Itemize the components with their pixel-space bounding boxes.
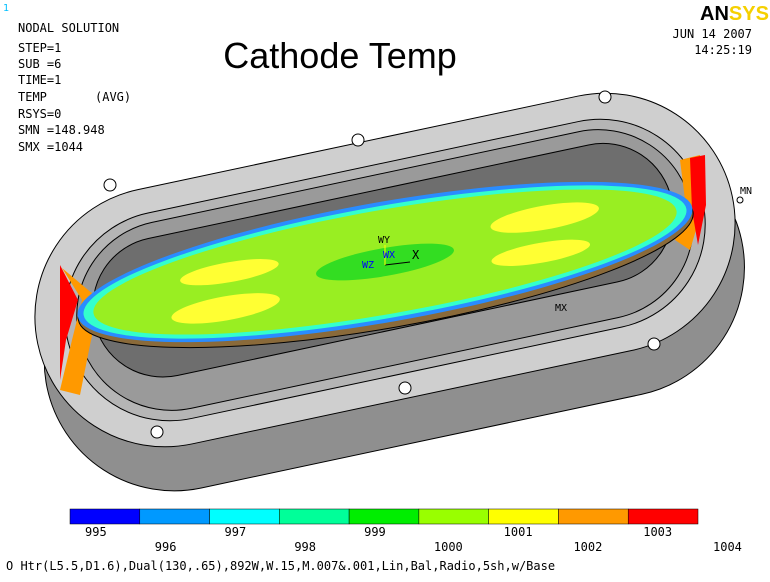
legend-label: 1000 [434,540,463,554]
logo-part: AN [700,3,729,25]
bolt [104,179,116,191]
legend-label: 999 [364,525,386,539]
info-line: SMX =1044 [18,140,83,154]
legend-label: 997 [225,525,247,539]
info-line: RSYS=0 [18,107,61,121]
info-line: STEP=1 [18,41,61,55]
legend-band [349,509,419,524]
time: 14:25:19 [694,43,752,57]
label: MN [740,186,752,197]
legend-band [419,509,489,524]
footer: O Htr(L5.5,D1.6),Dual(130,.65),892W,W.15… [6,559,555,573]
legend-band [628,509,698,524]
label: WX [383,250,395,261]
legend-band [489,509,559,524]
info-line: NODAL SOLUTION [18,21,119,35]
bolt [737,197,743,203]
legend-label: 996 [155,540,177,554]
legend-label: 1004 [713,540,742,554]
title: Cathode Temp [223,35,457,76]
legend-label: 1001 [504,525,533,539]
date: JUN 14 2007 [673,27,752,41]
legend-band [558,509,628,524]
label: MX [555,303,567,314]
legend-band [70,509,140,524]
bolt [151,426,163,438]
info-line: TIME=1 [18,73,61,87]
label: WY [378,235,390,246]
legend-label: 1003 [643,525,672,539]
label: WZ [362,260,374,271]
bolt [648,338,660,350]
legend-band [279,509,349,524]
window-number: 1 [3,3,9,14]
legend-band [210,509,280,524]
info-line: (AVG) [95,90,131,104]
logo: ANSYS [700,3,769,25]
logo-part: SYS [729,3,769,25]
bolt [399,382,411,394]
bolt [599,91,611,103]
legend-label: 1002 [573,540,602,554]
label: X [412,248,420,262]
info-line: SMN =148.948 [18,123,105,137]
legend-label: 995 [85,525,107,539]
legend-band [140,509,210,524]
info-line: TEMP [18,90,47,104]
viewport: WY WX WZ X MN MX 1 NODAL SOLUTION STEP=1… [0,0,770,582]
info-line: SUB =6 [18,57,61,71]
bolt [352,134,364,146]
legend-label: 998 [294,540,316,554]
